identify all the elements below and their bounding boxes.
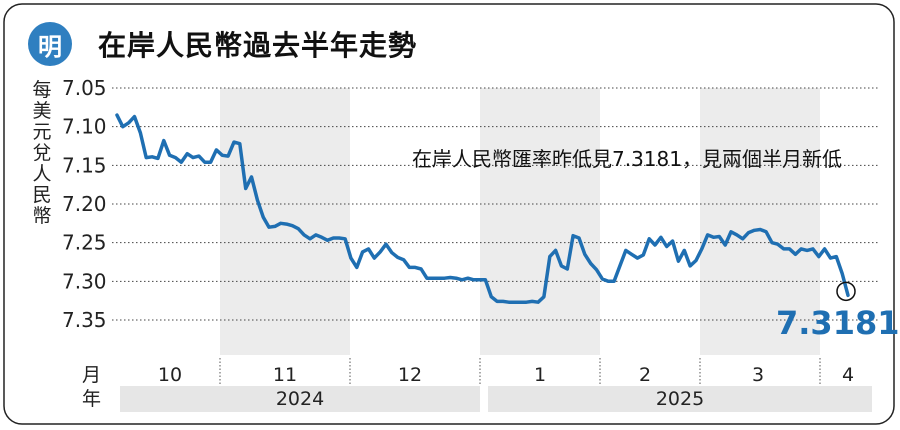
month-row-label: 月: [82, 364, 102, 386]
last-value-label: 7.3181: [776, 304, 900, 342]
x-tick-label: 4: [842, 364, 854, 386]
year-label: 2024: [276, 388, 324, 410]
x-tick-label: 10: [158, 364, 182, 386]
logo-badge: 明: [28, 22, 72, 66]
y-tick-label: 7.20: [62, 192, 107, 216]
month-band: [220, 88, 350, 355]
year-bar: [120, 386, 480, 412]
x-tick-label: 12: [398, 364, 422, 386]
month-band: [700, 88, 820, 355]
y-tick-label: 7.05: [62, 76, 107, 100]
month-band: [480, 88, 600, 355]
last-point-marker: [836, 281, 856, 302]
y-tick-label: 7.30: [62, 269, 107, 293]
year-row-label: 年: [82, 388, 102, 410]
y-tick-label: 7.15: [62, 153, 107, 177]
y-axis-label: 每美元兌人民幣: [32, 79, 52, 227]
x-tick-label: 11: [273, 364, 297, 386]
y-tick-label: 7.10: [62, 115, 107, 139]
x-tick-label: 2: [639, 364, 651, 386]
year-label: 2025: [656, 388, 704, 410]
year-bar: [488, 386, 872, 412]
chart-border: [3, 3, 895, 425]
y-tick-label: 7.25: [62, 231, 107, 255]
x-tick-label: 3: [752, 364, 764, 386]
page-title: 在岸人民幣過去半年走勢: [98, 29, 418, 62]
x-tick-label: 1: [534, 364, 546, 386]
series-line: [115, 113, 850, 304]
y-tick-label: 7.35: [62, 308, 107, 332]
chart-annotation: 在岸人民幣匯率昨低見7.3181，見兩個半月新低: [412, 147, 842, 171]
